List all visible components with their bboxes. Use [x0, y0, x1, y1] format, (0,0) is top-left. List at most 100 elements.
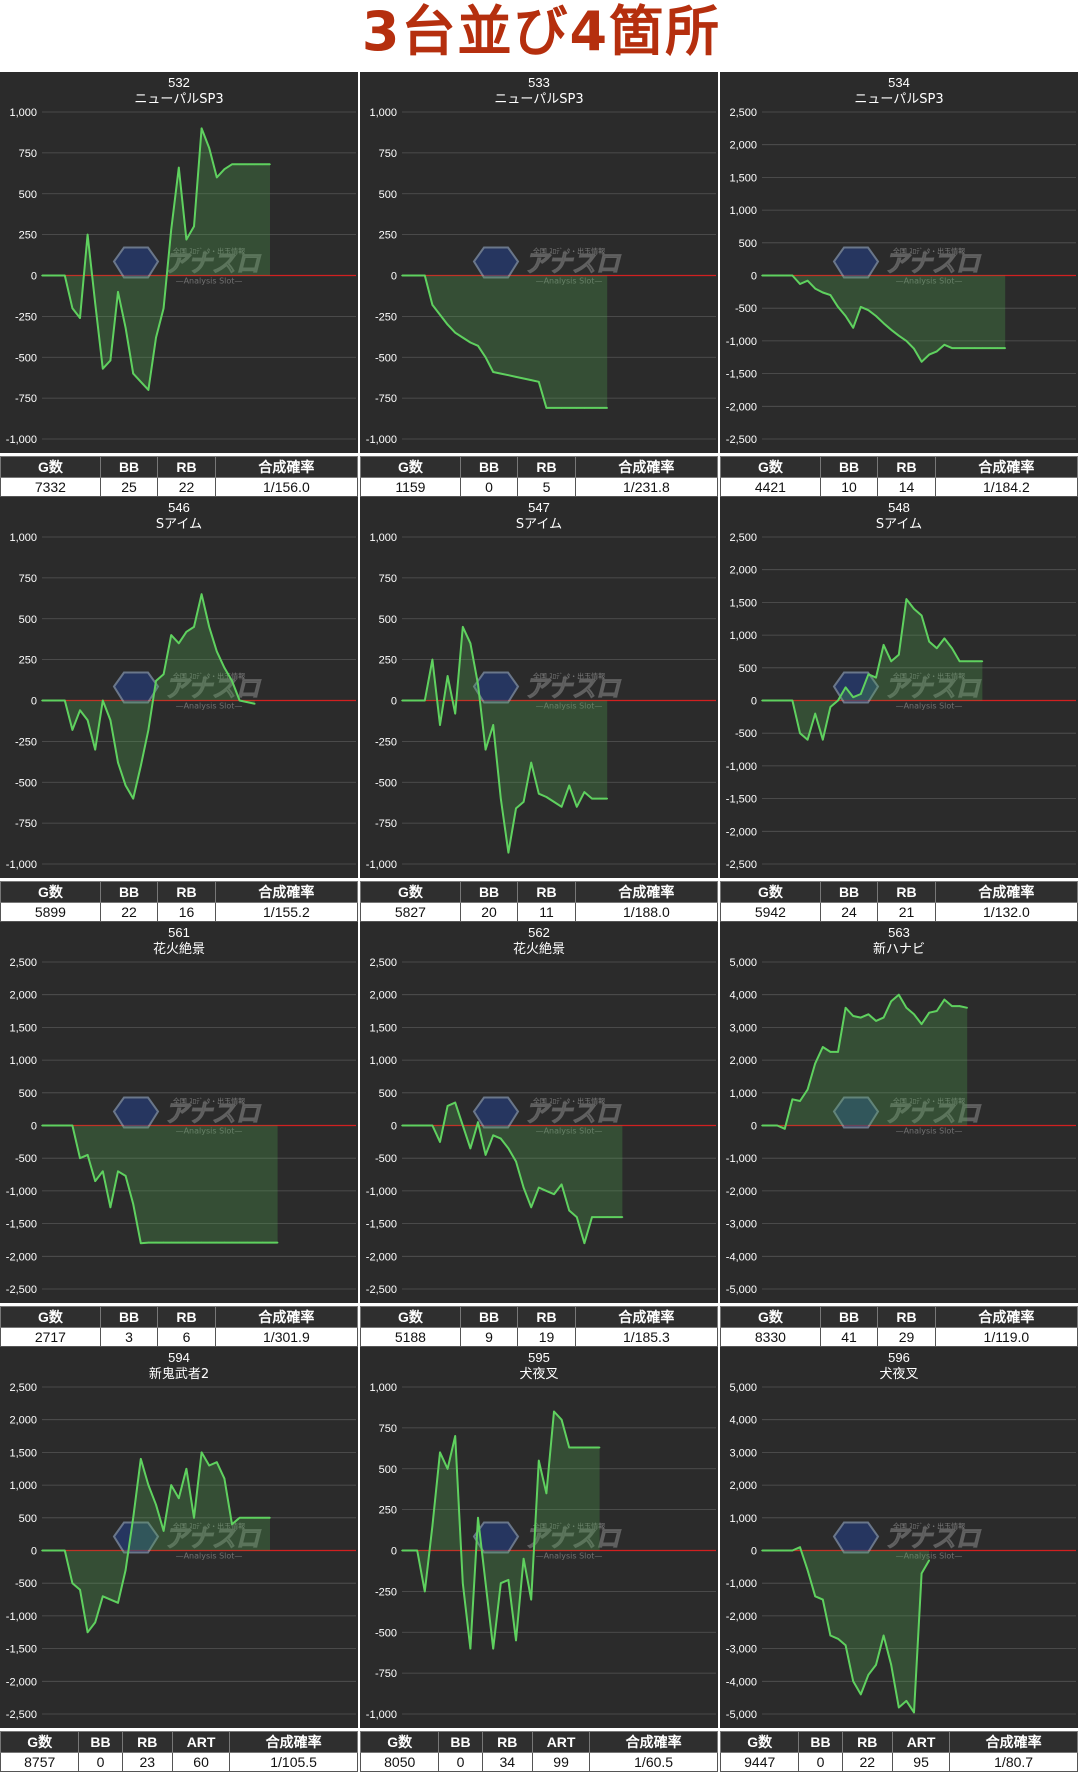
data-point [462, 336, 464, 339]
data-point [162, 1241, 165, 1244]
chart-svg: 532 ニューパルSP3 1,000 750 500 250 0 -250 -500 -750 -1… [6, 75, 356, 446]
data-point [814, 287, 816, 290]
data-point [837, 306, 839, 308]
series-line [762, 993, 968, 1130]
machine-model: 花火絶景 [153, 941, 205, 957]
stats-value-2: 19 [517, 1327, 576, 1347]
stats-value-row: 2717 3 6 1/301.9 [0, 1327, 359, 1347]
data-point [147, 1241, 150, 1244]
stats-header-0: G数 [720, 456, 821, 478]
y-tick-label: 0 [391, 1546, 397, 1558]
y-tick-label: -2,500 [6, 1284, 37, 1296]
data-point [41, 1124, 43, 1127]
data-point [238, 163, 241, 166]
y-tick-label: 500 [739, 238, 757, 250]
data-point [974, 660, 976, 663]
y-tick-label: 1,000 [369, 107, 397, 119]
chart-panel-533: 533 ニューパルSP3 1,000 750 500 250 0 -250 -500 -750 -1… [360, 72, 719, 497]
data-point [515, 376, 517, 378]
stats-header-3: 合成確率 [934, 881, 1079, 903]
chart-area: 546 Sアイム 1,000 750 500 250 0 -250 -500 -750 -1,000… [0, 497, 358, 878]
data-point [568, 784, 570, 787]
data-point [48, 1549, 51, 1552]
data-point [951, 347, 953, 349]
machine-number: 561 [168, 925, 190, 940]
data-point [71, 1582, 74, 1584]
y-tick-label: 0 [751, 696, 757, 708]
watermark-logo-icon [112, 671, 160, 704]
data-point [799, 732, 801, 734]
watermark-subtitle: —Analysis Slot— [896, 702, 963, 711]
data-point [522, 1557, 525, 1560]
data-point [875, 1664, 877, 1666]
stats-header-row: G数 BB RB ART 合成確率 [359, 1731, 718, 1753]
series-area [402, 275, 608, 408]
data-point [860, 1693, 862, 1696]
y-tick-label: 1,000 [729, 630, 757, 642]
stats-header-4: 合成確率 [229, 1731, 358, 1753]
series-line [42, 1124, 278, 1245]
y-tick-label: 500 [379, 1088, 397, 1100]
data-point [560, 407, 563, 409]
y-tick-label: -500 [375, 777, 397, 789]
y-tick-label: 750 [379, 573, 397, 585]
series-area [762, 1547, 930, 1713]
y-tick-label: -750 [15, 818, 37, 830]
chart-area: 595 犬夜叉 1,000 750 500 250 0 -250 -500 -750 -1,000 全… [360, 1347, 718, 1728]
y-tick-label: -1,000 [6, 434, 37, 446]
stats-header-2: RB [877, 881, 936, 903]
y-tick-label: -2,000 [6, 1251, 37, 1263]
y-tick-label: 2,500 [369, 957, 397, 969]
data-point [576, 806, 578, 808]
y-tick-label: 2,500 [729, 532, 757, 544]
data-point [94, 302, 96, 305]
data-point [216, 650, 218, 653]
data-point [996, 347, 999, 349]
data-point [761, 1549, 763, 1552]
data-point [56, 699, 58, 702]
machine-number: 562 [528, 925, 550, 940]
data-point [462, 626, 464, 628]
stats-value-row: 5827 20 11 1/188.0 [360, 902, 719, 922]
data-point [484, 356, 487, 359]
y-tick-label: 5,000 [729, 957, 757, 969]
stats-value-row: 5942 24 21 1/132.0 [720, 902, 1079, 922]
stats-header-2: RB [877, 1306, 936, 1328]
y-tick-label: -500 [375, 352, 397, 364]
data-point [124, 1569, 127, 1571]
data-point [852, 1680, 854, 1683]
data-point [477, 345, 479, 347]
data-point [568, 407, 570, 409]
y-tick-label: -1,000 [726, 761, 757, 773]
data-point [515, 1160, 517, 1163]
data-point [799, 1546, 801, 1548]
data-point [1004, 347, 1006, 349]
data-point [951, 1005, 953, 1007]
watermark-brand: アナスロ [884, 675, 982, 703]
watermark-subtitle: —Analysis Slot— [176, 702, 243, 711]
stats-value-1: 0 [78, 1752, 123, 1772]
stats-header-0: G数 [0, 881, 101, 903]
data-point [208, 1241, 210, 1244]
data-point [614, 1216, 616, 1218]
data-point [117, 1170, 119, 1173]
series-area [42, 1125, 278, 1244]
data-point [576, 1446, 578, 1449]
data-point [231, 680, 233, 682]
data-point [401, 1124, 403, 1127]
watermark-logo-icon [832, 246, 880, 279]
chart-svg: 547 Sアイム 1,000 750 500 250 0 -250 -500 -750 -1,000… [366, 500, 716, 871]
chart-svg: 534 ニューパルSP3 2,500 2,000 1,500 1,000 500 0 -500 -… [726, 75, 1076, 446]
data-point [41, 699, 43, 702]
data-point [928, 1559, 930, 1562]
stats-header-1: BB [99, 456, 159, 478]
machine-model: ニューパルSP3 [494, 92, 583, 107]
data-point [844, 315, 847, 317]
stats-value-2: 34 [481, 1752, 533, 1772]
data-point [102, 699, 104, 702]
data-point [446, 675, 449, 677]
machine-number: 532 [168, 75, 190, 90]
y-tick-label: 0 [31, 1546, 37, 1558]
data-point [424, 699, 426, 702]
data-point [606, 407, 608, 409]
